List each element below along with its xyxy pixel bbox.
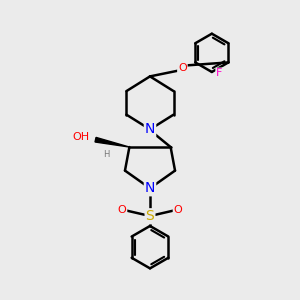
Text: O: O	[118, 206, 126, 215]
Text: S: S	[146, 209, 154, 223]
Text: N: N	[145, 181, 155, 195]
Text: F: F	[216, 68, 223, 78]
Text: O: O	[178, 63, 187, 73]
Text: N: N	[145, 122, 155, 136]
Text: H: H	[103, 150, 109, 159]
Text: OH: OH	[73, 132, 90, 142]
Text: O: O	[174, 206, 182, 215]
Polygon shape	[95, 137, 129, 147]
